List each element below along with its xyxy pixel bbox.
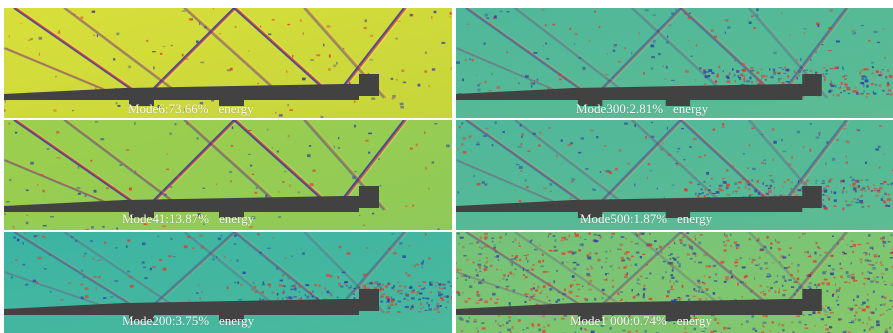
mode-caption-energy: energy — [673, 101, 709, 116]
mode-caption-300: Mode300:2.81% energy — [576, 102, 708, 116]
mode-caption-energy: energy — [218, 101, 254, 116]
mode-caption-energy: energy — [676, 313, 712, 328]
mode-caption-value: Mode41:13.87% — [122, 211, 210, 226]
mode-field-300 — [456, 8, 893, 118]
mode-panel-300: Mode300:2.81% energy — [456, 8, 893, 118]
mode-caption-500: Mode500:1.87% energy — [580, 212, 712, 226]
mode-panel-500: Mode500:1.87% energy — [456, 120, 893, 230]
mode-field-200 — [4, 232, 452, 333]
mode-panel-41: Mode41:13.87% energy — [4, 120, 452, 230]
mode-panel-6: Mode6:73.66% energy — [4, 8, 452, 118]
mode-caption-value: Mode300:2.81% — [576, 101, 664, 116]
mode-field-6 — [4, 8, 452, 118]
mode-caption-energy: energy — [677, 211, 713, 226]
mode-panel-200: Mode200:3.75% energy — [4, 232, 452, 333]
mode-caption-value: Mode1 000:0.74% — [570, 313, 667, 328]
mode-caption-value: Mode6:73.66% — [128, 101, 209, 116]
mode-caption-value: Mode500:1.87% — [580, 211, 668, 226]
mode-field-500 — [456, 120, 893, 230]
mode-caption-6: Mode6:73.66% energy — [128, 102, 254, 116]
mode-caption-energy: energy — [219, 211, 255, 226]
mode-caption-41: Mode41:13.87% energy — [122, 212, 254, 226]
mode-field-41 — [4, 120, 452, 230]
mode-caption-200: Mode200:3.75% energy — [122, 314, 254, 328]
mode-caption-1000: Mode1 000:0.74% energy — [570, 314, 712, 328]
mode-caption-energy: energy — [219, 313, 255, 328]
mode-panel-1000: Mode1 000:0.74% energy — [456, 232, 893, 333]
mode-caption-value: Mode200:3.75% — [122, 313, 210, 328]
mode-field-1000 — [456, 232, 893, 333]
